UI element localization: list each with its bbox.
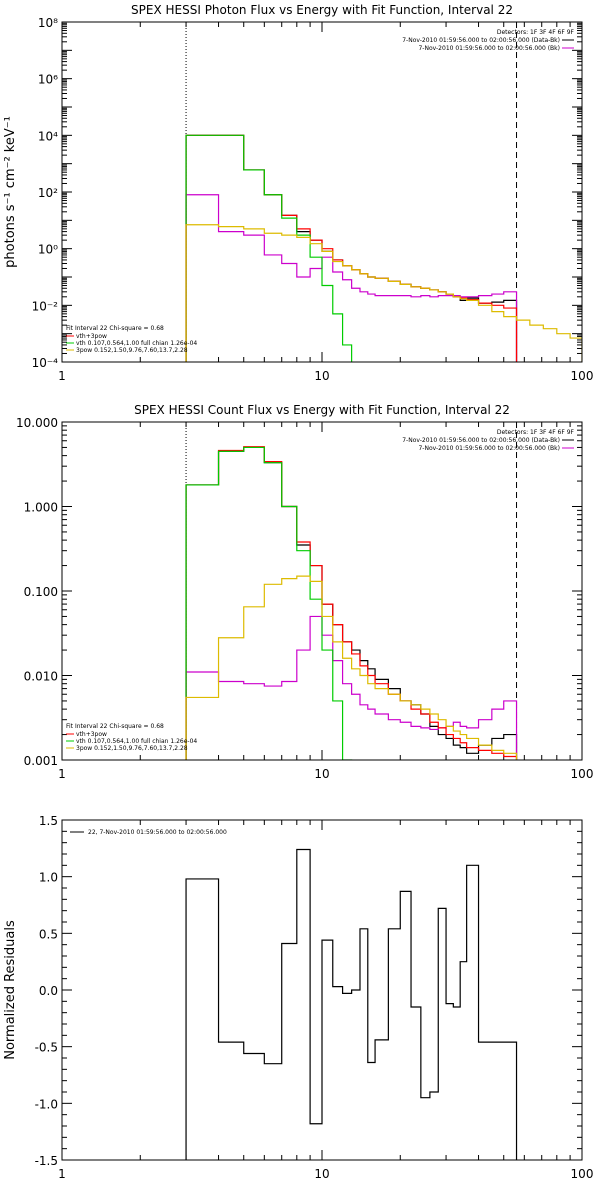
legend-entry: 3pow 0.152,1.50,9.76,7.60,13.7,2.28	[76, 745, 188, 752]
legend-entry: 7-Nov-2010 01:59:56.000 to 02:00:56.000 …	[418, 45, 560, 52]
y-tick-label: 10⁴	[38, 129, 58, 143]
y-tick-label: 1.000	[24, 501, 58, 515]
legend-fit-header: Fit Interval 22 Chi-square = 0.68	[66, 723, 164, 730]
series-3pow	[185, 224, 582, 362]
series-vth	[185, 134, 353, 362]
chart-title: SPEX HESSI Photon Flux vs Energy with Fi…	[131, 3, 513, 17]
series-vth	[185, 446, 353, 760]
series-bk	[185, 615, 518, 760]
plot-frame	[61, 21, 583, 363]
y-tick-label: 0.010	[24, 670, 58, 684]
legend-fit-header: Fit Interval 22 Chi-square = 0.68	[66, 325, 164, 332]
y-tick-label: -1.5	[35, 1154, 58, 1168]
x-tick-label: 1	[58, 1167, 66, 1181]
y-tick-label: 10⁻⁴	[32, 356, 59, 370]
y-tick-label: 10⁻²	[32, 299, 59, 313]
legend-detectors: Detectors: 1F 3F 4F 6F 9F	[497, 429, 575, 436]
y-tick-label: 0.0	[39, 984, 58, 998]
series-group	[185, 848, 518, 1160]
legend-entry: 22, 7-Nov-2010 01:59:56.000 to 02:00:56.…	[88, 829, 227, 836]
legend-entry: vth+3pow	[76, 731, 107, 738]
plot-frame	[61, 819, 583, 1161]
x-tick-label: 10	[314, 767, 329, 781]
y-tick-label: -1.0	[35, 1097, 58, 1111]
y-tick-label: 10²	[38, 186, 58, 200]
chart-panel-2: SPEX HESSI Count Flux vs Energy with Fit…	[16, 403, 593, 781]
series-group	[185, 446, 518, 760]
series-vth-3pow	[185, 134, 518, 362]
y-axis-label: photons s⁻¹ cm⁻² keV⁻¹	[3, 116, 18, 268]
legend-entry: vth 0.107,0.564,1.00 full chian 1.26e-04	[76, 340, 197, 347]
x-tick-label: 100	[571, 767, 594, 781]
legend-entry: 7-Nov-2010 01:59:56.000 to 02:00:56.000 …	[402, 437, 560, 444]
x-tick-label: 10	[314, 1167, 329, 1181]
series-vth-3pow	[185, 446, 518, 760]
x-tick-label: 100	[571, 1167, 594, 1181]
y-axis-label: Normalized Residuals	[3, 920, 18, 1060]
series-residuals	[185, 848, 518, 1160]
x-tick-label: 100	[571, 369, 594, 383]
x-tick-label: 1	[58, 767, 66, 781]
plot-frame	[61, 421, 583, 761]
y-tick-label: 0.5	[39, 927, 58, 941]
y-tick-label: 10⁸	[38, 16, 58, 30]
legend-entry: 7-Nov-2010 01:59:56.000 to 02:00:56.000 …	[418, 445, 560, 452]
series-bk	[185, 194, 518, 362]
series-group	[185, 134, 582, 362]
x-tick-label: 10	[314, 369, 329, 383]
legend-entry: 7-Nov-2010 01:59:56.000 to 02:00:56.000 …	[402, 37, 560, 44]
chart-title: SPEX HESSI Count Flux vs Energy with Fit…	[134, 403, 510, 417]
chart-panel-1: SPEX HESSI Photon Flux vs Energy with Fi…	[3, 3, 594, 383]
y-tick-label: 10⁰	[38, 243, 58, 257]
legend-entry: vth 0.107,0.564,1.00 full chian 1.26e-04	[76, 738, 197, 745]
y-tick-label: 0.100	[24, 585, 58, 599]
y-tick-label: 10.000	[16, 416, 58, 430]
y-tick-label: 10⁶	[38, 73, 58, 87]
legend-detectors: Detectors: 1F 3F 4F 6F 9F	[497, 29, 575, 36]
x-tick-label: 1	[58, 369, 66, 383]
series-data-bk	[185, 446, 518, 760]
y-tick-label: 0.001	[24, 754, 58, 768]
series-data-bk	[185, 134, 518, 362]
chart-panel-3: Normalized Residuals 1 10 100 -1.5 -1.0 -0.5 0.…	[3, 814, 593, 1181]
series-3pow	[185, 575, 518, 760]
legend-entry: 3pow 0.152,1.50,9.76,7.60,13.7,2.28	[76, 347, 188, 354]
y-tick-label: 1.0	[39, 871, 58, 885]
y-tick-label: 1.5	[39, 814, 58, 828]
y-tick-label: -0.5	[35, 1041, 58, 1055]
legend-entry: vth+3pow	[76, 333, 107, 340]
